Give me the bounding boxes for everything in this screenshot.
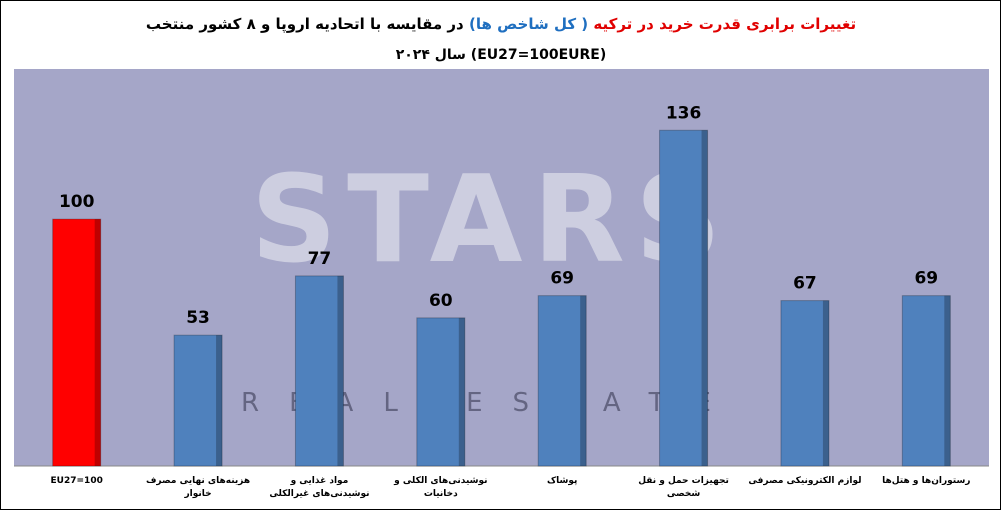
bar xyxy=(173,334,223,467)
chart-title: تغییرات برابری قدرت خرید در ترکیه ( کل ش… xyxy=(146,15,856,34)
bar-shade xyxy=(458,317,465,466)
bar xyxy=(294,275,344,467)
bar-shade xyxy=(94,219,101,466)
chart-subtitle: (EU27=100EURE) سال ۲۰۲۴ xyxy=(396,47,607,63)
watermark: STARS xyxy=(251,151,732,290)
bar xyxy=(659,129,709,467)
x-tick-label: لوازم الکترونیکی مصرفی xyxy=(748,476,862,486)
bar-shade xyxy=(701,130,708,466)
bar-shade xyxy=(822,300,829,466)
bar-shade xyxy=(337,275,344,466)
data-label: 60 xyxy=(429,291,453,311)
bar xyxy=(780,300,830,467)
title-part: ( کل شاخص ها) xyxy=(469,15,588,33)
bar-shade xyxy=(580,295,587,466)
data-label: 53 xyxy=(186,308,210,328)
bar xyxy=(416,317,466,467)
bar xyxy=(52,218,102,467)
bar-shade xyxy=(944,295,951,466)
data-label: 136 xyxy=(666,103,702,123)
bar xyxy=(901,295,951,467)
x-tick-label: مواد غذایی و نوشیدنی‌های غیرالکلی xyxy=(269,476,370,499)
x-tick-label: پوشاک xyxy=(546,476,578,486)
x-tick-label: نوشیدنی‌های الکلی و دخانیات xyxy=(394,476,488,499)
x-tick-label: تجهیزات حمل و نقل شخصی xyxy=(638,476,729,499)
data-label: 67 xyxy=(793,274,817,294)
bar xyxy=(537,295,587,467)
data-label: 69 xyxy=(914,269,938,289)
title-part: تغییرات برابری قدرت خرید در ترکیه xyxy=(593,15,856,33)
x-tick-label: رستوران‌ها و هتل‌ها xyxy=(882,476,971,486)
data-label: 100 xyxy=(59,192,95,212)
x-tick-label: هزینه‌های نهایی مصرف خانوار xyxy=(145,476,251,499)
data-label: 69 xyxy=(550,269,574,289)
x-tick-label: EU27=100 xyxy=(50,476,103,486)
data-label: 77 xyxy=(308,249,332,269)
bar-shade xyxy=(216,335,223,466)
title-part: در مقایسه با اتحادیه اروپا و ۸ کشور منتخ… xyxy=(146,15,464,34)
